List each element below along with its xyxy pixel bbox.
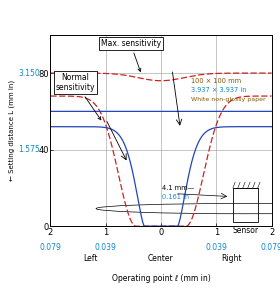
Text: ← Setting distance L (mm in): ← Setting distance L (mm in)	[8, 80, 15, 181]
Text: 0.039: 0.039	[95, 243, 117, 252]
Text: White non-glossy paper: White non-glossy paper	[192, 97, 266, 102]
Text: Right: Right	[221, 254, 242, 263]
Text: 0.161 in: 0.161 in	[162, 195, 189, 200]
Text: Normal
sensitivity: Normal sensitivity	[55, 73, 101, 120]
Text: 0.079: 0.079	[261, 243, 280, 252]
Text: 3.937 × 3.937 in: 3.937 × 3.937 in	[192, 87, 247, 93]
Text: Center: Center	[148, 254, 174, 263]
Text: Left: Left	[83, 254, 97, 263]
Text: Operating point ℓ (mm in): Operating point ℓ (mm in)	[112, 274, 210, 283]
Text: 100 × 100 mm: 100 × 100 mm	[192, 78, 242, 84]
Text: 4.1 mm—: 4.1 mm—	[162, 185, 194, 191]
Text: 0.039: 0.039	[205, 243, 227, 252]
Text: 0.079: 0.079	[39, 243, 61, 252]
Text: 3.150: 3.150	[19, 68, 40, 78]
Text: Max. sensitivity: Max. sensitivity	[101, 39, 161, 72]
Text: Sensor: Sensor	[232, 226, 258, 235]
Text: 1.575: 1.575	[19, 145, 40, 154]
